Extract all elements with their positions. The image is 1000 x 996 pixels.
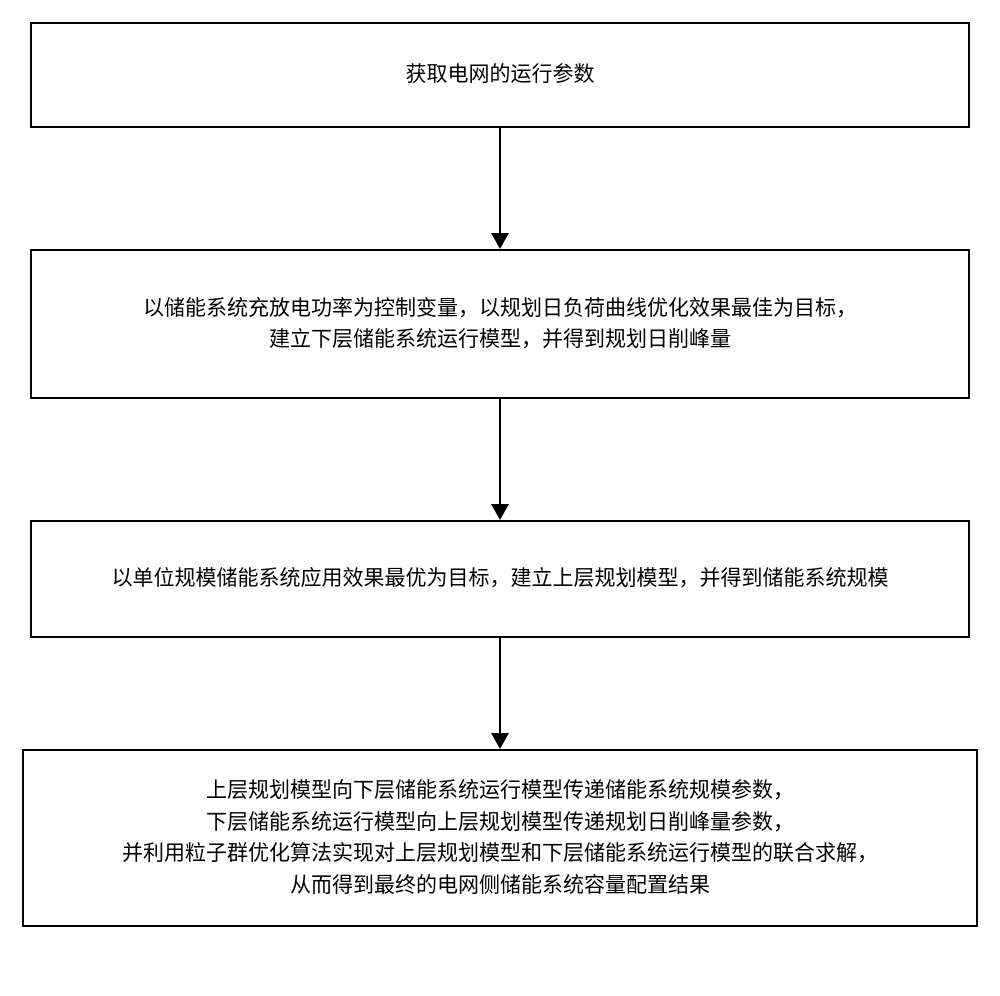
flow-node-1: 获取电网的运行参数	[30, 22, 970, 128]
flow-node-4-line-3: 并利用粒子群优化算法实现对上层规划模型和下层储能系统运行模型的联合求解，	[122, 838, 878, 870]
flow-arrow-2	[491, 399, 509, 520]
arrow-head-icon	[491, 504, 509, 520]
flow-arrow-1	[491, 128, 509, 249]
flow-node-2: 以储能系统充放电功率为控制变量，以规划日负荷曲线优化效果最佳为目标， 建立下层储…	[30, 249, 970, 399]
flow-arrow-3	[491, 638, 509, 749]
flow-node-4-line-1: 上层规划模型向下层储能系统运行模型传递储能系统规模参数，	[206, 775, 794, 807]
arrow-line	[499, 399, 501, 505]
flow-node-3-text: 以单位规模储能系统应用效果最优为目标，建立上层规划模型，并得到储能系统规模	[112, 563, 889, 595]
arrow-head-icon	[491, 233, 509, 249]
arrow-line	[499, 638, 501, 734]
flow-node-4: 上层规划模型向下层储能系统运行模型传递储能系统规模参数， 下层储能系统运行模型向…	[22, 749, 978, 927]
flow-node-4-line-2: 下层储能系统运行模型向上层规划模型传递规划日削峰量参数，	[206, 807, 794, 839]
flow-node-3: 以单位规模储能系统应用效果最优为目标，建立上层规划模型，并得到储能系统规模	[30, 520, 970, 638]
arrow-line	[499, 128, 501, 234]
flow-node-2-line-1: 以储能系统充放电功率为控制变量，以规划日负荷曲线优化效果最佳为目标，	[143, 293, 857, 325]
arrow-head-icon	[491, 733, 509, 749]
flow-node-1-text: 获取电网的运行参数	[406, 59, 595, 91]
flow-node-2-line-2: 建立下层储能系统运行模型，并得到规划日削峰量	[269, 324, 731, 356]
flow-node-4-line-4: 从而得到最终的电网侧储能系统容量配置结果	[290, 870, 710, 902]
